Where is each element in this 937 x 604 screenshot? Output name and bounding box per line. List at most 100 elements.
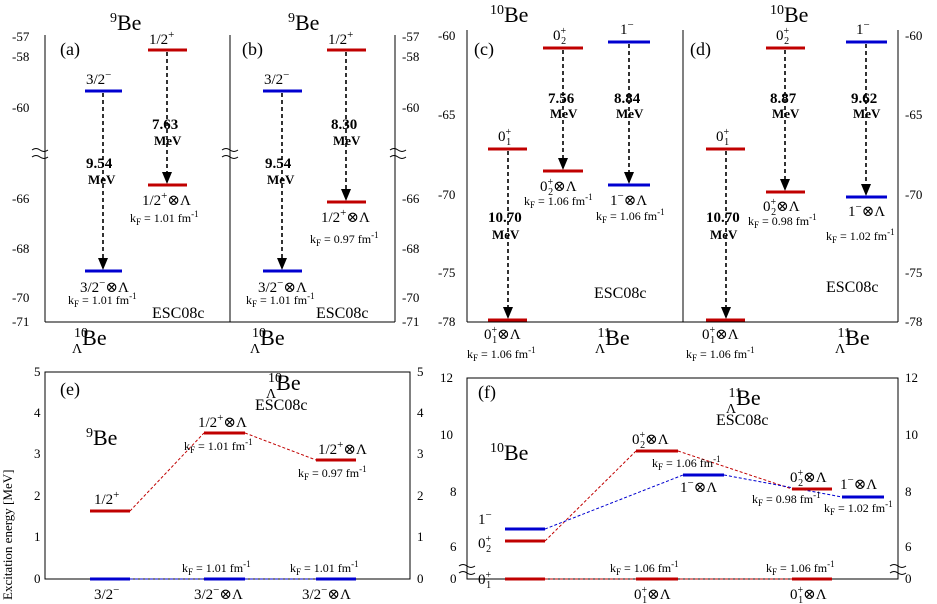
tick-label: 0 [905, 571, 912, 586]
tick-label: -75 [905, 265, 922, 280]
kf-label: kF = 1.06 fm-1 [524, 192, 593, 210]
tick-label: 0 [450, 571, 457, 586]
tick-label: -70 [12, 290, 29, 305]
tick-label: -60 [12, 100, 29, 115]
tick-label: -71 [402, 314, 419, 329]
kf-label: kF = 1.06 fm-1 [766, 559, 835, 577]
axis-break-icon [221, 148, 239, 159]
tick-label: -65 [438, 107, 455, 122]
gap-value: 7.63 [152, 117, 178, 133]
tick-label: 3 [417, 446, 424, 461]
level-label: 3/2− [264, 69, 289, 88]
tick-label: -68 [12, 241, 29, 256]
gap-value: 7.56 [548, 91, 575, 107]
level-label: 3/2−⊗Λ [80, 277, 129, 296]
panel-d: 10Be -60 -65 -70 -75 -78 (d) 0+ 1 0+ 2 1− … [683, 2, 922, 363]
tick-label: 5 [34, 364, 41, 379]
y-axis-label: Excitation energy [MeV] [0, 470, 15, 600]
gap-unit: MeV [616, 106, 644, 121]
plot-frame [466, 377, 899, 580]
gap-value: 9.54 [86, 156, 113, 172]
tick-label: 5 [417, 364, 424, 379]
tick-label: 12 [440, 370, 453, 385]
model-label: ESC08c [255, 397, 307, 414]
gap-unit: MeV [853, 106, 881, 121]
nucleus-title-9be: 9Be [288, 10, 319, 35]
level-label: 1− [620, 19, 634, 38]
kf-label: kF = 1.01 fm-1 [290, 559, 359, 577]
kf-label: kF = 1.01 fm-1 [184, 437, 253, 455]
level-label: 0+ 2⊗Λ [632, 430, 669, 451]
kf-label: kF = 1.01 fm-1 [68, 291, 137, 309]
level-label: 0+ 2⊗Λ [540, 177, 577, 198]
tick-label: -68 [402, 241, 419, 256]
nucleus-title-11-lambda-be: 11 ΛBe [595, 325, 630, 357]
nucleus-title-11-lambda-be: 11 ΛBe [726, 385, 761, 417]
arrow-head-icon [624, 172, 634, 184]
level-label: 1−⊗Λ [680, 477, 717, 496]
level-label: 0+ 2 [553, 26, 567, 47]
tick-label: 1 [417, 529, 424, 544]
gap-unit: MeV [154, 133, 182, 148]
kf-label: kF = 1.06 fm-1 [467, 345, 536, 363]
nucleus-title-9be: 9Be [86, 425, 117, 450]
tick-label: -58 [12, 49, 29, 64]
panel-f: 0 6 8 10 12 0 6 8 10 12 (f) 10Be 11 ΛBe E… [440, 370, 918, 604]
tick-label: 4 [417, 405, 424, 420]
kf-label: kF = 1.01 fm-1 [182, 559, 251, 577]
level-label: 1/2+ [149, 29, 174, 48]
y-axis-ticks: -60 -65 -70 -75 -78 [438, 28, 455, 329]
level-label: 1/2+⊗Λ [318, 439, 367, 458]
nucleus-title-10be: 10Be [490, 2, 528, 27]
level-label: 3/2− [86, 69, 111, 88]
arrow-head-icon [277, 258, 287, 270]
level-label: 1/2+ [94, 489, 119, 508]
tick-label: -66 [12, 191, 30, 206]
model-label: ESC08c [716, 412, 768, 429]
nucleus-title-10be: 10Be [770, 2, 808, 27]
connector-line [723, 474, 843, 498]
level-label: 0+ 2 [478, 534, 492, 555]
y-axis-ticks: 0 1 2 3 4 5 0 1 2 3 4 5 [34, 364, 424, 586]
tick-label: 8 [450, 484, 457, 499]
tick-label: -70 [402, 290, 419, 305]
level-label: 3/2−⊗Λ [258, 277, 307, 296]
level-label: 0+ 2⊗Λ [790, 468, 827, 489]
panel-label: (b) [242, 39, 263, 60]
y-axis-ticks: -60 -65 -70 -75 -78 [905, 28, 922, 329]
level-label: 3/2− [94, 584, 119, 603]
connector-line [129, 432, 205, 512]
panel-label: (c) [474, 39, 494, 60]
nucleus-title-10be: 10Be [490, 440, 528, 465]
tick-label: -78 [438, 314, 455, 329]
tick-label: 6 [450, 539, 457, 554]
tick-label: -70 [438, 187, 455, 202]
tick-label: -75 [438, 265, 455, 280]
level-label: 0+ 1⊗Λ [702, 325, 739, 346]
level-label: 1−⊗Λ [840, 474, 877, 493]
kf-label: kF = 1.06 fm-1 [652, 454, 721, 472]
kf-label: kF = 1.02 fm-1 [824, 499, 893, 517]
level-label: 1/2+⊗Λ [142, 190, 191, 209]
kf-label: kF = 1.02 fm-1 [826, 227, 895, 245]
kf-label: kF = 0.97 fm-1 [310, 230, 379, 248]
tick-label: 1 [34, 529, 41, 544]
panel-a: 9Be -57 -58 -60 -66 -68 -70 -71 (a) 3/2−… [12, 10, 231, 357]
arrow-head-icon [558, 158, 568, 170]
gap-unit: MeV [550, 106, 578, 121]
arrow-head-icon [861, 184, 871, 196]
arrow-head-icon [341, 189, 351, 201]
y-axis-ticks: -57 -58 -60 -66 -68 -70 -71 [221, 29, 420, 329]
y-axis-ticks: -57 -58 -60 -66 -68 -70 -71 [12, 29, 49, 329]
tick-label: 8 [905, 484, 912, 499]
kf-label: kF = 1.06 fm-1 [596, 207, 665, 225]
tick-label: 2 [34, 488, 41, 503]
level-label: 1/2+⊗Λ [198, 412, 247, 431]
gap-unit: MeV [710, 227, 738, 242]
tick-label: -57 [402, 29, 420, 44]
connector-line [677, 450, 793, 490]
nucleus-title-10-lambda-be: 10 ΛBe [250, 325, 285, 357]
gap-value: 8.87 [770, 91, 797, 107]
connector-line [544, 474, 684, 530]
tick-label: -65 [905, 107, 922, 122]
